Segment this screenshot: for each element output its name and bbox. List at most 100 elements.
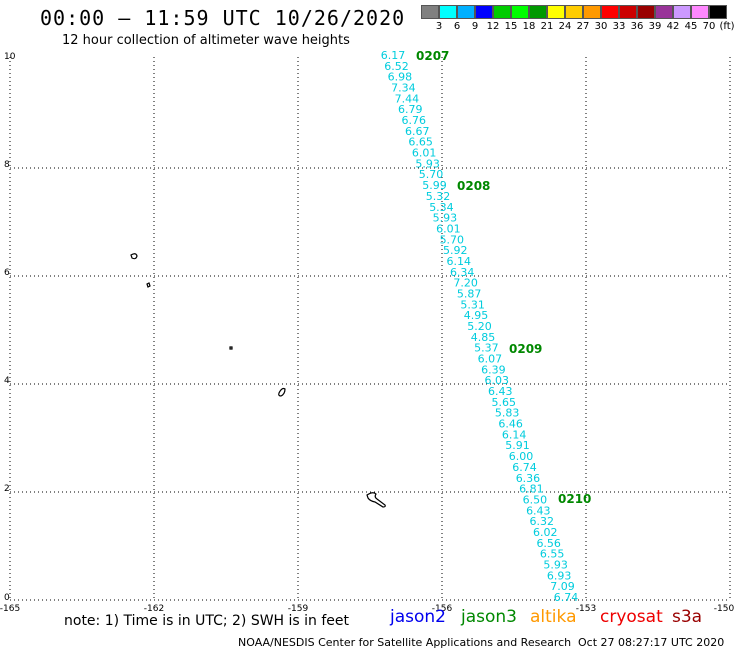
island-outline — [229, 346, 233, 350]
legend-item-altika: altika — [530, 607, 577, 627]
scale-swatch — [709, 5, 727, 19]
scale-swatch — [637, 5, 655, 19]
wave-height-value: 6.74 — [512, 461, 537, 474]
wave-height-value: 4.85 — [471, 331, 496, 344]
scale-swatch — [439, 5, 457, 19]
wave-height-value: 5.20 — [467, 320, 492, 333]
scale-label: 15 — [504, 21, 518, 32]
wave-height-value: 5.93 — [433, 212, 458, 225]
wave-height-value: 6.39 — [481, 363, 506, 376]
wave-height-value: 6.03 — [485, 374, 510, 387]
map-frame — [9, 57, 731, 601]
wave-height-value: 5.31 — [460, 298, 485, 311]
wave-height-value: 6.65 — [408, 136, 433, 149]
scale-swatch — [421, 5, 439, 19]
island-outlines — [130, 253, 386, 508]
scale-label: 30 — [594, 21, 608, 32]
island-outline — [146, 282, 151, 288]
wave-height-value: 6.14 — [502, 428, 527, 441]
wave-height-value: 6.50 — [523, 493, 548, 506]
wave-height-value: 5.70 — [419, 168, 444, 181]
map-subtitle: 12 hour collection of altimeter wave hei… — [62, 33, 350, 48]
wave-height-value: 6.07 — [478, 353, 503, 366]
wave-height-value: 6.01 — [436, 222, 461, 235]
scale-label: 6 — [453, 21, 461, 32]
scale-label: 39 — [648, 21, 662, 32]
scale-label: 36 — [630, 21, 644, 32]
legend-item-jason2: jason2 — [390, 607, 446, 627]
wave-height-value: 6.34 — [450, 266, 475, 279]
wave-height-value: 4.95 — [464, 309, 489, 322]
wave-height-color-scale — [421, 5, 727, 19]
wave-height-value: 6.67 — [405, 125, 430, 138]
scale-label: 70 — [702, 21, 716, 32]
wave-height-value: 6.32 — [530, 515, 555, 528]
wave-height-value: 6.02 — [533, 526, 558, 539]
island-outline — [366, 492, 386, 508]
wave-height-value: 6.00 — [509, 450, 534, 463]
scale-swatch — [457, 5, 475, 19]
scale-label: 12 — [486, 21, 500, 32]
wave-height-value: 5.83 — [495, 407, 520, 420]
scale-label: 9 — [471, 21, 479, 32]
y-tick-label: 0 — [4, 593, 10, 603]
legend-item-cryosat: cryosat — [600, 607, 663, 627]
x-tick-label: -150 — [714, 604, 735, 614]
scale-swatch — [565, 5, 583, 19]
scale-label: 21 — [540, 21, 554, 32]
y-tick-label: 8 — [4, 160, 10, 170]
wave-height-value: 6.55 — [540, 548, 565, 561]
scale-label: 45 — [684, 21, 698, 32]
scale-swatch — [529, 5, 547, 19]
wave-height-value: 6.43 — [488, 385, 513, 398]
scale-swatch — [619, 5, 637, 19]
x-tick-label: -162 — [144, 604, 164, 614]
wave-height-value: 6.14 — [446, 255, 471, 268]
wave-height-value: 5.34 — [429, 201, 454, 214]
scale-label: 27 — [576, 21, 590, 32]
generated-timestamp: Oct 27 08:27:17 UTC 2020 — [578, 636, 725, 649]
scale-swatch — [511, 5, 529, 19]
island-outline — [278, 387, 286, 397]
scale-label: (ft) — [719, 21, 735, 32]
wave-height-value: 7.20 — [453, 277, 478, 290]
x-tick-label: -159 — [288, 604, 309, 614]
graticule — [10, 57, 730, 600]
legend-item-s3a: s3a — [672, 607, 703, 627]
time-label: 0208 — [457, 179, 490, 193]
wave-height-value: 6.43 — [526, 504, 551, 517]
wave-height-value: 5.37 — [474, 342, 499, 355]
scale-swatch — [673, 5, 691, 19]
island-outline — [130, 253, 138, 260]
scale-label: 24 — [558, 21, 572, 32]
wave-height-value: 6.76 — [402, 114, 427, 127]
wave-height-value: 5.99 — [422, 179, 447, 192]
wave-height-value: 5.32 — [426, 190, 451, 203]
wave-height-value: 5.93 — [543, 558, 568, 571]
time-label: 0209 — [509, 342, 542, 356]
wave-height-value: 6.17 — [381, 49, 406, 62]
legend-item-jason3: jason3 — [461, 607, 517, 627]
wave-height-value: 6.46 — [498, 418, 523, 431]
time-label: 0207 — [416, 49, 449, 63]
y-tick-label: 4 — [4, 376, 10, 386]
wave-height-value: 5.93 — [415, 157, 440, 170]
map-title: 00:00 – 11:59 UTC 10/26/2020 — [40, 6, 406, 30]
credit-line: NOAA/NESDIS Center for Satellite Applica… — [238, 636, 572, 649]
wave-height-value: 5.70 — [440, 233, 465, 246]
scale-swatch — [601, 5, 619, 19]
wave-height-value: 7.34 — [391, 82, 416, 95]
y-tick-label: 10 — [4, 52, 16, 62]
scale-label: 42 — [666, 21, 680, 32]
wave-height-value: 7.44 — [395, 92, 420, 105]
wave-height-value: 7.09 — [550, 580, 575, 593]
wave-height-value: 6.98 — [388, 71, 413, 84]
units-note: note: 1) Time is in UTC; 2) SWH is in fe… — [64, 613, 350, 629]
wave-height-value: 5.65 — [491, 396, 516, 409]
wave-height-value: 6.74 — [554, 591, 579, 604]
wave-height-value: 5.87 — [457, 287, 482, 300]
wave-height-value: 6.93 — [547, 569, 572, 582]
x-tick-label: -165 — [0, 604, 20, 614]
scale-swatch — [583, 5, 601, 19]
